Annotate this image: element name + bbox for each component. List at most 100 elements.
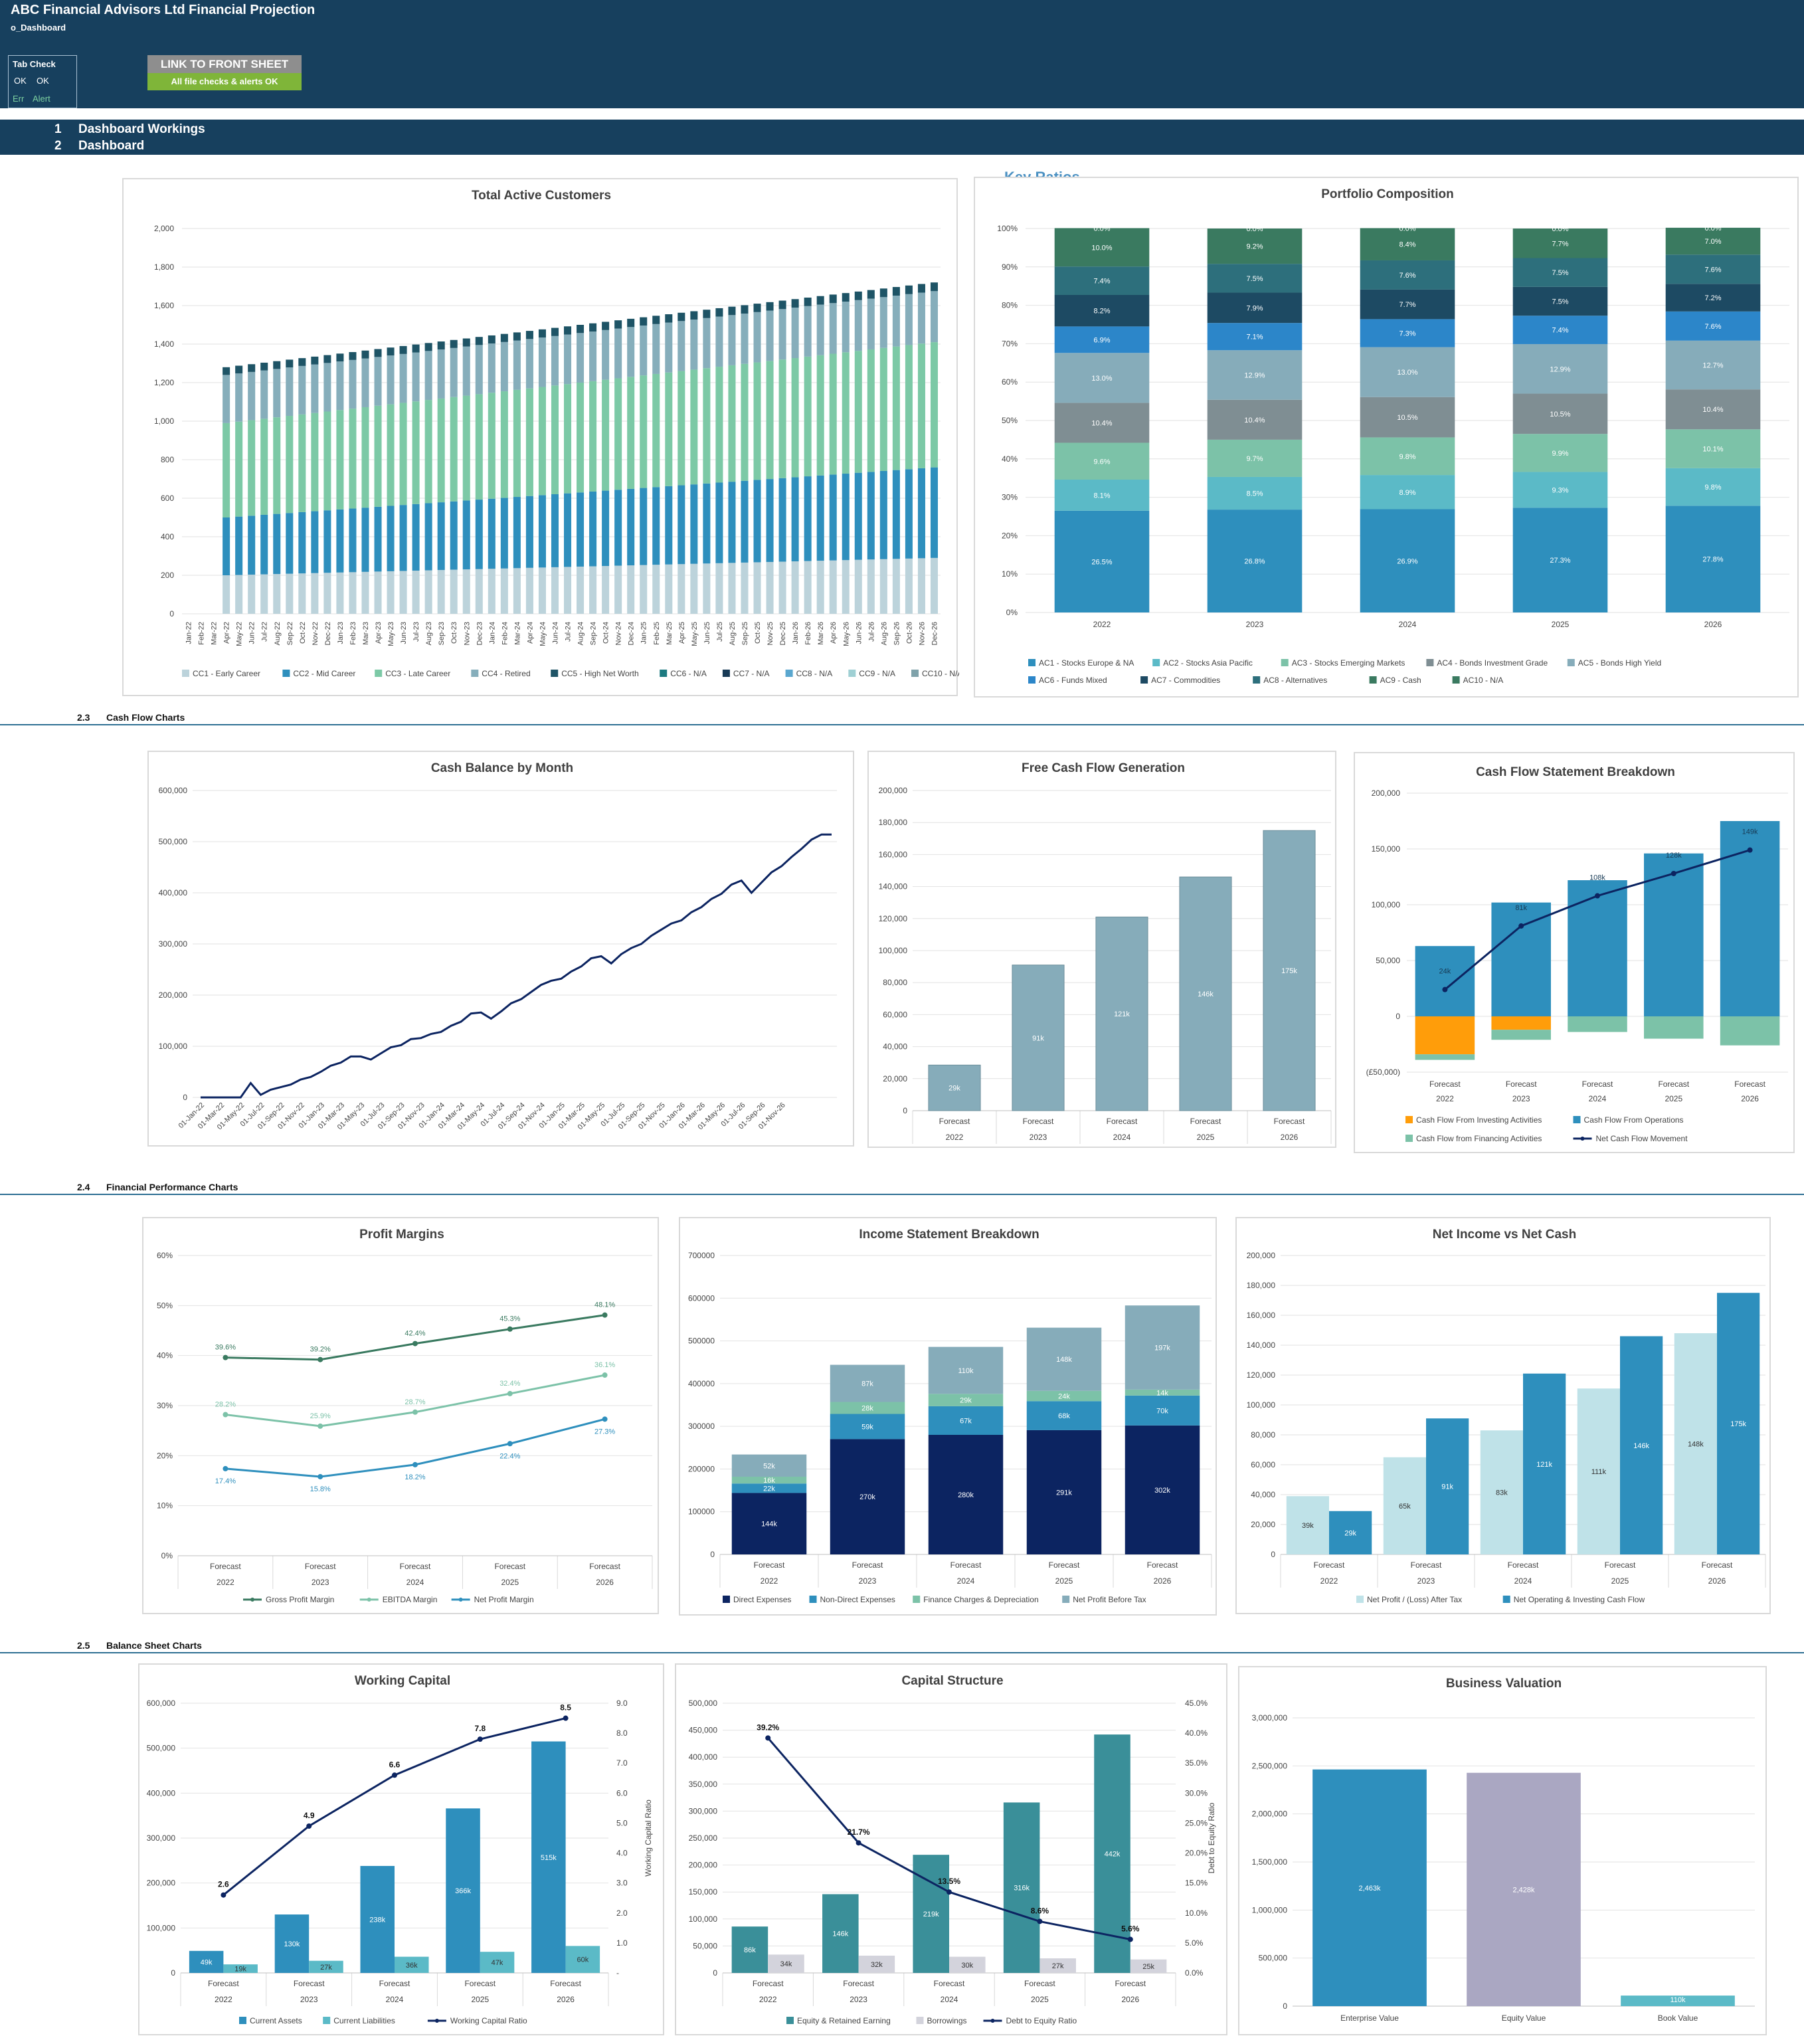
y2-tick-label: 30.0% bbox=[1185, 1788, 1208, 1798]
x-tick-label: Jun-26 bbox=[855, 622, 863, 644]
legend-swatch bbox=[367, 1598, 371, 1602]
y-tick-label: 2,500,000 bbox=[1252, 1761, 1288, 1770]
x-tick-label: Mar-23 bbox=[362, 622, 370, 645]
x-tick-label: Dec-22 bbox=[324, 622, 332, 645]
legend-swatch bbox=[282, 670, 290, 677]
link-to-front-sheet-button[interactable]: LINK TO FRONT SHEET bbox=[147, 55, 302, 73]
bar-segment bbox=[665, 486, 672, 565]
bar-segment bbox=[425, 503, 432, 570]
x-tick-label: Oct-23 bbox=[450, 622, 458, 644]
bar-segment bbox=[602, 380, 609, 491]
data-label: 7.0% bbox=[1704, 238, 1721, 246]
y-tick-label: 50,000 bbox=[693, 1941, 717, 1950]
bar-segment bbox=[564, 494, 571, 567]
y-tick-label: (£50,000) bbox=[1366, 1068, 1400, 1077]
bar-segment bbox=[501, 391, 508, 498]
x-tick-label: 2023 bbox=[300, 1995, 318, 2004]
x-tick-label: Jan-23 bbox=[337, 622, 345, 644]
bar-segment bbox=[589, 324, 596, 331]
x-tick-label: 2024 bbox=[1589, 1094, 1607, 1103]
bar-segment bbox=[677, 486, 685, 565]
x-tick-label: Aug-26 bbox=[880, 622, 888, 645]
line-marker bbox=[602, 1416, 608, 1422]
bar-segment bbox=[602, 566, 609, 614]
bar-segment bbox=[513, 390, 521, 497]
legend-swatch bbox=[1581, 1137, 1585, 1141]
bar-segment bbox=[223, 423, 230, 517]
data-label: 9.8% bbox=[1704, 484, 1721, 492]
legend-label: CC5 - High Net Worth bbox=[561, 669, 638, 678]
data-label: 146k bbox=[1198, 990, 1214, 998]
x-tick-label: Mar-26 bbox=[817, 622, 825, 645]
bar-segment bbox=[665, 565, 672, 614]
data-label: 148k bbox=[1056, 1356, 1072, 1364]
data-label: 8.1% bbox=[1093, 492, 1110, 500]
y-tick-label: 0 bbox=[169, 609, 174, 618]
bar-segment bbox=[589, 566, 596, 614]
bar-segment bbox=[855, 300, 862, 351]
legend-label: CC3 - Late Career bbox=[385, 669, 450, 678]
x-tick-label: Oct-26 bbox=[905, 622, 913, 644]
bar-segment bbox=[438, 570, 445, 614]
bar-segment bbox=[652, 487, 660, 565]
legend-label: CC8 - N/A bbox=[796, 669, 833, 678]
data-label: 22.4% bbox=[499, 1452, 520, 1460]
data-label: 18.2% bbox=[405, 1473, 425, 1481]
data-label: 39.2% bbox=[310, 1346, 331, 1354]
y-tick-label: 50,000 bbox=[1376, 956, 1400, 965]
legend-swatch bbox=[1405, 1116, 1413, 1123]
data-label: 110k bbox=[958, 1367, 974, 1375]
y2-tick-label: 45.0% bbox=[1185, 1699, 1208, 1708]
bar-segment bbox=[235, 517, 242, 575]
x-tick-label: Mar-22 bbox=[211, 622, 219, 645]
bar-segment bbox=[627, 565, 634, 614]
bar-segment bbox=[526, 568, 533, 614]
bar-segment bbox=[804, 357, 812, 476]
legend-label: CC6 - N/A bbox=[670, 669, 707, 678]
section-rule bbox=[0, 724, 1804, 725]
bar-segment bbox=[893, 559, 900, 614]
x-tick-label: Jan-26 bbox=[792, 622, 800, 644]
bar-segment bbox=[792, 561, 799, 614]
y-tick-label: 400,000 bbox=[147, 1788, 176, 1798]
data-label: 7.6% bbox=[1399, 272, 1415, 280]
chart-business-valuation: Business Valuation 0 500,000 1,000,000 1,500… bbox=[1238, 1666, 1767, 2035]
x-tick-label: Apr-24 bbox=[526, 622, 534, 644]
bar-segment bbox=[463, 500, 470, 569]
data-label: 4.9 bbox=[304, 1811, 315, 1820]
x-tick-label: Mar-25 bbox=[666, 622, 674, 645]
bar-segment bbox=[374, 406, 381, 507]
bar-segment bbox=[361, 572, 369, 614]
x-tick-label: 2022 bbox=[946, 1133, 964, 1142]
bar-segment bbox=[361, 407, 369, 508]
bar-segment bbox=[438, 349, 445, 399]
bar-segment bbox=[767, 302, 774, 311]
bar-segment bbox=[715, 317, 723, 367]
line-marker bbox=[412, 1410, 418, 1415]
bar-segment bbox=[741, 314, 748, 364]
x-tick-label: Nov-26 bbox=[918, 622, 926, 645]
bar-segment bbox=[715, 367, 723, 482]
y-tick-label: 2,000,000 bbox=[1252, 1810, 1288, 1819]
data-label: 39.6% bbox=[215, 1344, 236, 1352]
bar-segment bbox=[614, 320, 622, 328]
data-label: 2,463k bbox=[1358, 1885, 1381, 1893]
line-marker bbox=[1748, 848, 1753, 853]
y-tick-label: 1,800 bbox=[154, 262, 174, 272]
line-marker bbox=[1595, 893, 1600, 899]
y2-tick-label: 4.0 bbox=[616, 1849, 628, 1858]
x-tick-label: Forecast bbox=[1605, 1560, 1636, 1570]
nav-link-dashboard[interactable]: Dashboard bbox=[78, 139, 144, 153]
bar-segment bbox=[539, 387, 546, 496]
legend-swatch bbox=[375, 670, 382, 677]
bar-segment bbox=[273, 361, 280, 369]
tab-check-box: Tab Check OK OK Err Alert bbox=[8, 55, 77, 108]
x-tick-label: 2022 bbox=[1320, 1576, 1338, 1586]
bar-segment bbox=[387, 405, 395, 506]
data-label: 27k bbox=[320, 1964, 332, 1972]
x-tick-label: Forecast bbox=[754, 1560, 785, 1570]
legend-label: AC10 - N/A bbox=[1463, 676, 1504, 685]
bar-segment bbox=[450, 570, 458, 614]
bar-segment bbox=[792, 299, 799, 308]
nav-link-dashboard-workings[interactable]: Dashboard Workings bbox=[78, 122, 205, 137]
